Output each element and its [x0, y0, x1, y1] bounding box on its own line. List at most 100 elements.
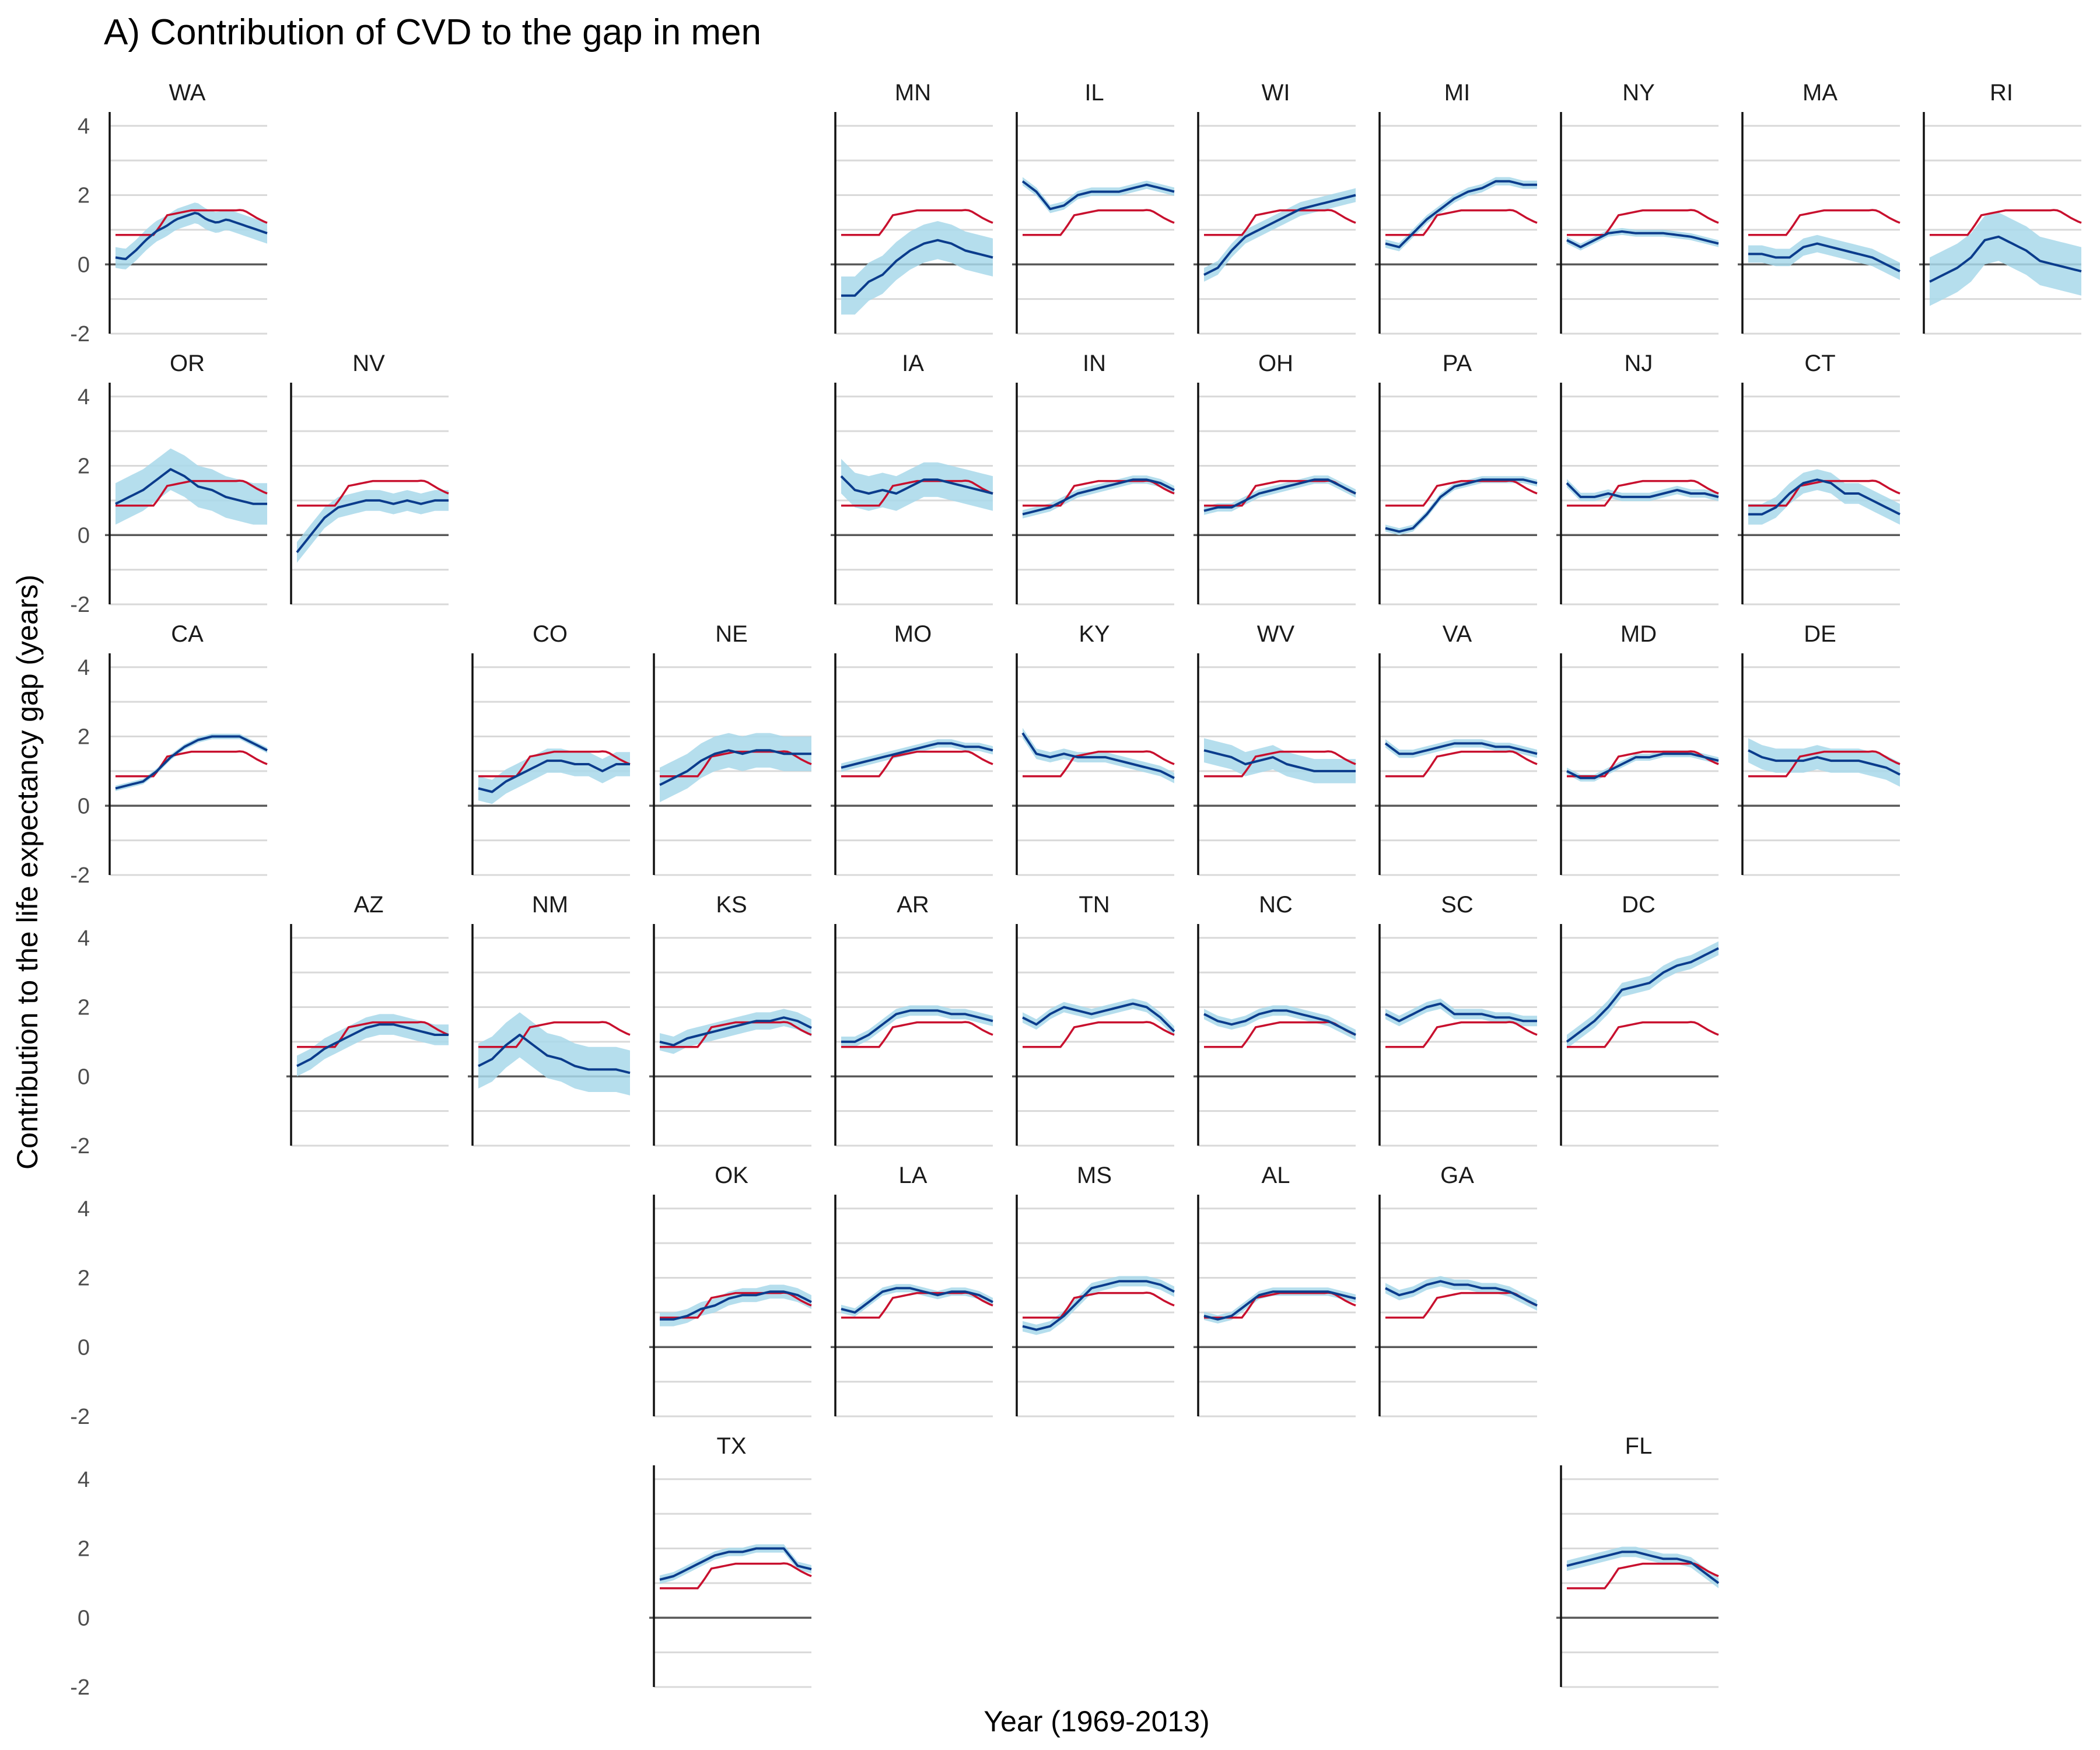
y-tick-label: 0	[78, 253, 90, 277]
y-tick-label: -2	[70, 863, 90, 888]
panel-label: MS	[1077, 1163, 1112, 1188]
panel-label: VA	[1443, 621, 1472, 647]
national-line	[1567, 1021, 1719, 1048]
panel-mo: MO	[831, 621, 993, 876]
national-line	[1385, 750, 1538, 778]
y-tick-label: 4	[78, 114, 90, 139]
panel-label: IN	[1083, 351, 1106, 376]
y-tick-label: 0	[78, 1065, 90, 1089]
national-line	[1567, 480, 1719, 507]
national-line	[116, 209, 268, 236]
state-line	[1384, 742, 1538, 755]
chart-title: A) Contribution of CVD to the gap in men	[104, 12, 761, 52]
panel-ga: GA	[1375, 1163, 1538, 1418]
confidence-band	[1204, 188, 1356, 282]
confidence-band	[1204, 1005, 1356, 1040]
panel-label: DC	[1622, 892, 1656, 918]
panel-label: NY	[1622, 80, 1655, 106]
x-axis-title: Year (1969-2013)	[984, 1705, 1209, 1738]
y-tick-label: 4	[78, 1468, 90, 1492]
y-tick-label: 4	[78, 656, 90, 680]
state-line	[841, 742, 993, 769]
panel-ms: MS	[1012, 1163, 1175, 1418]
panel-nv: NV	[286, 351, 449, 606]
state-line	[1748, 478, 1901, 516]
panel-wi: WI	[1194, 80, 1356, 335]
national-line	[1567, 209, 1719, 236]
panel-label: PA	[1443, 351, 1472, 376]
national-line	[1023, 750, 1175, 778]
panel-label: CT	[1804, 351, 1835, 376]
panel-label: AZ	[354, 892, 383, 918]
y-tick-label: 2	[78, 996, 90, 1020]
confidence-band	[1567, 941, 1718, 1049]
confidence-band	[1385, 739, 1537, 758]
panel-label: NJ	[1625, 351, 1653, 376]
panel-nc: NC	[1194, 892, 1356, 1147]
national-line	[1204, 750, 1356, 778]
panel-label: CO	[533, 621, 568, 647]
national-line	[841, 1021, 993, 1048]
confidence-band	[1023, 475, 1174, 519]
state-line	[1385, 180, 1537, 249]
state-line	[115, 735, 268, 790]
state-line	[659, 749, 811, 786]
y-tick-label: 0	[78, 1335, 90, 1360]
y-tick-label: 2	[78, 1266, 90, 1291]
panel-or: OR	[105, 351, 268, 606]
panel-label: OR	[170, 351, 205, 376]
y-tick-label: -2	[70, 1405, 90, 1429]
state-line	[660, 1290, 812, 1321]
panel-ne: NE	[649, 621, 812, 876]
state-line	[1021, 180, 1175, 211]
panel-label: AR	[897, 892, 929, 918]
panel-ky: KY	[1012, 621, 1175, 876]
y-tick-label: 2	[78, 1537, 90, 1562]
y-tick-label: 0	[78, 794, 90, 818]
confidence-band	[478, 1012, 630, 1096]
panel-label: IA	[902, 351, 924, 376]
state-line	[1566, 752, 1719, 779]
y-tick-label: -2	[70, 1675, 90, 1700]
state-line	[840, 475, 993, 495]
national-line	[1385, 1021, 1538, 1048]
state-panels: 4 2 0 -2 4 2 0 -2 4 2 0 -2 4 2 0 -2 4 2 0 -2 4 2 0 -2 WA MN IL WI MI…	[70, 80, 2082, 1700]
state-line	[1566, 230, 1719, 249]
panel-tn: TN	[1012, 892, 1175, 1147]
panel-fl: FL	[1556, 1433, 1720, 1688]
panel-va: VA	[1375, 621, 1538, 876]
panel-label: NM	[532, 892, 568, 918]
panel-nj: NJ	[1556, 351, 1719, 606]
panel-label: AL	[1262, 1163, 1290, 1188]
panel-ct: CT	[1738, 351, 1901, 606]
panel-ca: CA	[105, 621, 268, 876]
national-line	[1204, 209, 1356, 236]
panel-label: OH	[1258, 351, 1293, 376]
national-line	[1748, 750, 1901, 778]
confidence-band	[1930, 212, 2081, 306]
y-tick-label: 2	[78, 454, 90, 479]
state-line	[841, 1009, 993, 1043]
panel-tx: TX	[649, 1433, 812, 1688]
panel-label: MN	[895, 80, 931, 106]
confidence-band	[841, 459, 993, 511]
panel-oh: OH	[1194, 351, 1356, 606]
panel-label: NV	[352, 351, 385, 376]
national-line	[116, 750, 268, 778]
y-tick-label: -2	[70, 1134, 90, 1158]
confidence-band	[116, 448, 267, 525]
state-line	[1748, 749, 1901, 776]
panel-label: WV	[1257, 621, 1295, 647]
panel-wa: WA	[105, 80, 268, 335]
y-tick-label: 2	[78, 725, 90, 750]
state-line	[296, 499, 449, 554]
confidence-band	[841, 739, 993, 772]
panel-de: DE	[1738, 621, 1901, 876]
panel-wv: WV	[1194, 621, 1356, 876]
panel-label: MO	[894, 621, 932, 647]
panel-co: CO	[468, 621, 631, 876]
state-line	[1203, 749, 1356, 772]
y-tick-label: 2	[78, 184, 90, 208]
state-line	[1022, 1280, 1175, 1331]
